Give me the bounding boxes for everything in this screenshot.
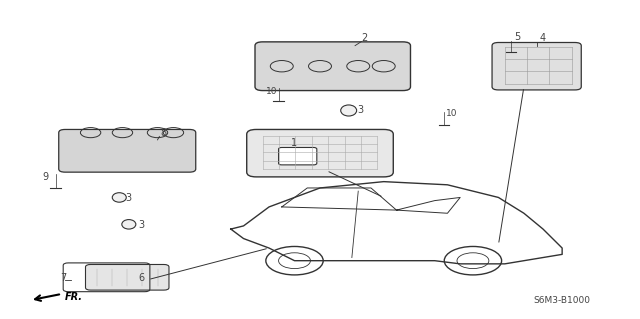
Text: 10: 10 (446, 109, 458, 118)
FancyBboxPatch shape (86, 264, 169, 290)
FancyBboxPatch shape (246, 130, 394, 177)
FancyBboxPatch shape (492, 42, 581, 90)
Text: 3: 3 (357, 105, 363, 115)
Ellipse shape (112, 193, 126, 202)
Text: S6M3-B1000: S6M3-B1000 (534, 296, 591, 305)
FancyBboxPatch shape (59, 130, 196, 172)
Text: FR.: FR. (65, 292, 83, 302)
FancyBboxPatch shape (278, 147, 317, 165)
Text: 9: 9 (43, 172, 49, 182)
Text: 7: 7 (60, 273, 67, 283)
Text: 3: 3 (125, 193, 132, 203)
Ellipse shape (122, 219, 136, 229)
Text: 6: 6 (138, 273, 145, 283)
Text: 2: 2 (362, 33, 367, 43)
FancyBboxPatch shape (255, 42, 410, 91)
Text: 3: 3 (138, 220, 145, 230)
Text: 1: 1 (291, 138, 298, 148)
Text: 5: 5 (515, 32, 520, 42)
Text: 4: 4 (540, 33, 546, 43)
Text: 8: 8 (161, 128, 167, 138)
Ellipse shape (340, 105, 356, 116)
Text: 10: 10 (266, 87, 277, 96)
